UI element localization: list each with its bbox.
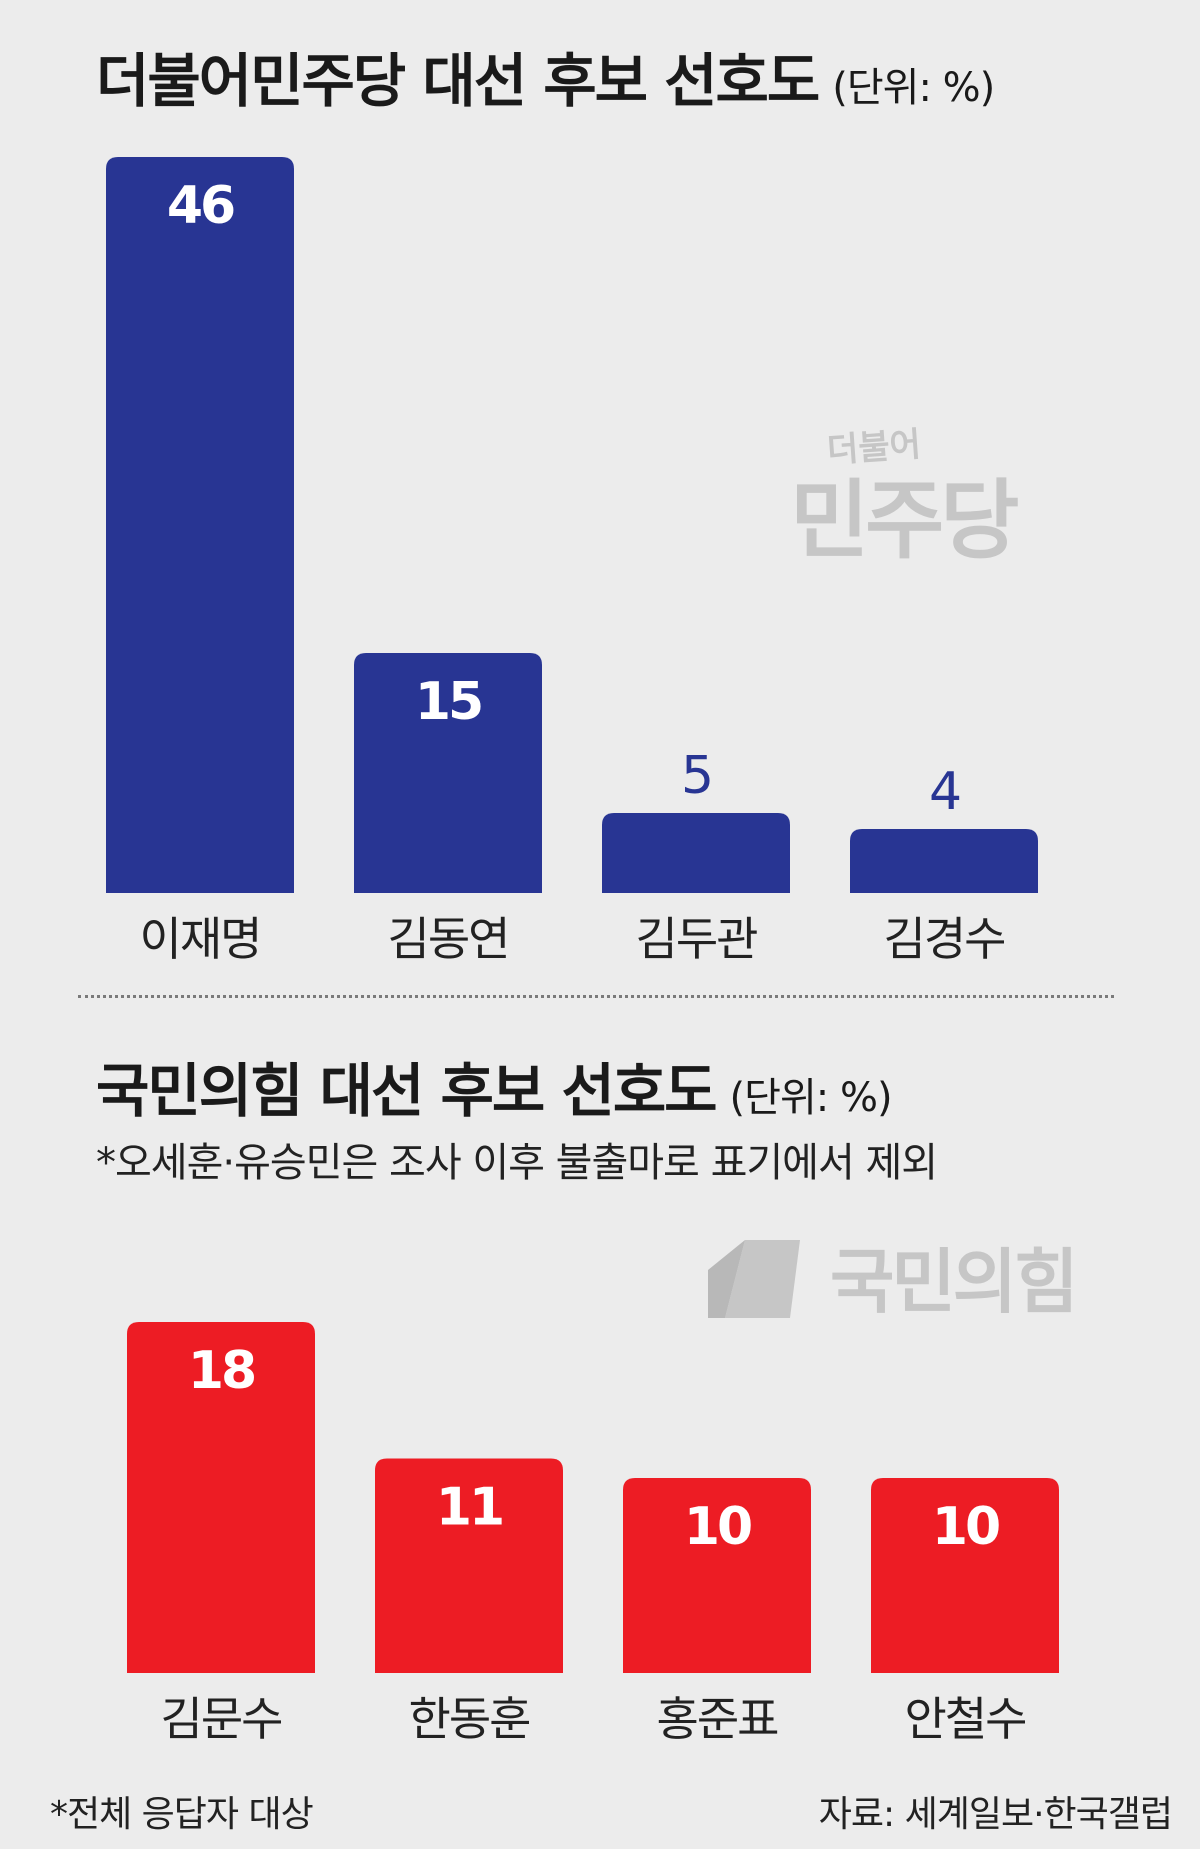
category-label: 안철수: [905, 1692, 1026, 1746]
bar-김문수: [127, 1322, 315, 1673]
dem-logo-small-text: 더불어: [826, 425, 922, 471]
data-label: 5: [681, 746, 711, 806]
data-label: 10: [932, 1497, 999, 1557]
ppp-title-text: 국민의힘 대선 후보 선호도: [96, 1057, 718, 1125]
category-label: 김경수: [884, 912, 1005, 966]
ppp-logo: 국민의힘: [708, 1240, 1079, 1323]
bar-김경수: [850, 829, 1038, 893]
dem-bar-chart: 더불어 민주당 46 이재명 15 김동연 5 김두관 4 김경수: [106, 157, 1038, 966]
dem-title-text: 더불어민주당 대선 후보 선호도: [96, 47, 820, 115]
bar-한동훈: [375, 1458, 563, 1673]
category-label: 김문수: [161, 1692, 282, 1746]
bar-홍준표: [623, 1478, 811, 1673]
data-label: 15: [415, 672, 481, 732]
bar-김두관: [602, 813, 790, 893]
ppp-chart-title: 국민의힘 대선 후보 선호도 (단위: %): [96, 1044, 893, 1128]
category-label: 이재명: [140, 912, 261, 966]
dem-chart-title: 더불어민주당 대선 후보 선호도 (단위: %): [96, 34, 995, 118]
bar-이재명: [106, 157, 294, 893]
section-divider: [78, 995, 1114, 998]
ppp-unit-label: (단위: %): [729, 1075, 893, 1121]
bar-김동연: [354, 653, 542, 893]
ppp-logo-text: 국민의힘: [830, 1241, 1076, 1323]
ppp-bar-chart: 국민의힘 18 김문수 11 한동훈 10 홍준표 10 안철수: [127, 1240, 1079, 1746]
data-label: 10: [684, 1497, 751, 1557]
dem-logo-main-text: 민주당: [790, 471, 1018, 571]
data-label: 4: [929, 762, 960, 822]
exclusion-note: *오세훈·유승민은 조사 이후 불출마로 표기에서 제외: [96, 1140, 938, 1186]
category-label: 홍준표: [657, 1692, 779, 1746]
ppp-logo-mark-icon: [725, 1240, 800, 1318]
dem-unit-label: (단위: %): [832, 65, 995, 111]
ppp-logo-mark-side-icon: [708, 1240, 745, 1318]
footer-respondents-note: *전체 응답자 대상: [50, 1794, 314, 1835]
category-label: 한동훈: [409, 1692, 530, 1746]
data-label: 18: [188, 1341, 254, 1401]
data-label: 46: [167, 176, 234, 236]
bar-안철수: [871, 1478, 1059, 1673]
category-label: 김두관: [636, 912, 758, 966]
data-label: 11: [436, 1478, 502, 1538]
category-label: 김동연: [388, 912, 509, 966]
footer-source: 자료: 세계일보·한국갤럽: [818, 1794, 1173, 1835]
democratic-party-logo: 더불어 민주당: [790, 425, 1022, 571]
